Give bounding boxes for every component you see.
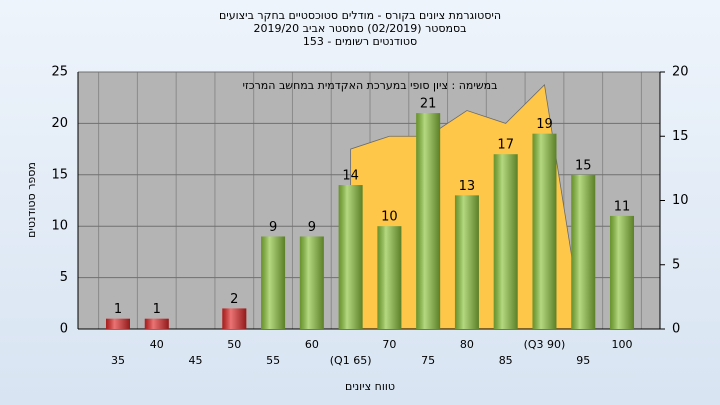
value-label: 17 (497, 138, 514, 153)
annotation: במשימה : ציון סופי במערכת האקדמית במחשב … (243, 79, 498, 92)
y-tick-label: 20 (51, 116, 68, 131)
y2-tick-label: 10 (672, 193, 689, 208)
bar-shade (571, 174, 596, 329)
bar-shade (222, 308, 247, 329)
chart-title: היסטוגרמת ציונים בקורס - מודלים סטוכסטיי… (219, 9, 501, 22)
x-tick-label: 95 (576, 354, 590, 367)
x-tick-label: 85 (499, 354, 513, 367)
value-label: 9 (308, 220, 316, 235)
y-axis-label: מספר סטודנטים (25, 162, 38, 238)
x-tick-label: 75 (421, 354, 435, 367)
x-tick-label: 35 (111, 354, 125, 367)
bar-shade (610, 215, 635, 329)
value-label: 15 (575, 158, 592, 173)
bar-shade (106, 318, 130, 329)
x-tick-label: 40 (150, 338, 164, 351)
bar-shade (454, 195, 479, 329)
chart-subtitle: בסמסטר (02/2019) סמסטר אביב 2019/20 (253, 22, 466, 35)
y2-tick-label: 5 (672, 257, 680, 272)
value-label: 1 (153, 302, 161, 317)
bar-shade (416, 113, 441, 330)
value-label: 11 (614, 199, 631, 214)
y-tick-label: 0 (60, 322, 68, 337)
y2-tick-label: 20 (672, 65, 689, 80)
bar-shade (493, 154, 518, 329)
bar-shade (261, 236, 286, 329)
x-tick-label: 60 (305, 338, 319, 351)
x-tick-label: (Q1 65) (330, 354, 372, 367)
y2-tick-label: 0 (672, 322, 680, 337)
x-tick-label: 55 (266, 354, 280, 367)
x-tick-label: 70 (382, 338, 396, 351)
bar-shade (338, 185, 363, 329)
value-label: 21 (420, 97, 437, 112)
bar-shade (377, 226, 402, 329)
bar-shade (532, 133, 557, 329)
x-axis-label: טווח ציונים (345, 380, 395, 393)
value-label: 9 (269, 220, 277, 235)
bar-shade (299, 236, 324, 329)
x-tick-label: 45 (189, 354, 203, 367)
y-tick-label: 15 (51, 167, 68, 182)
x-tick-label: 100 (612, 338, 633, 351)
value-label: 1 (114, 302, 122, 317)
y-tick-label: 10 (51, 219, 68, 234)
x-tick-label: 50 (227, 338, 241, 351)
bar-shade (144, 318, 169, 329)
x-tick-label: 80 (460, 338, 474, 351)
value-label: 19 (536, 117, 553, 132)
y-tick-label: 5 (60, 270, 68, 285)
value-label: 14 (342, 169, 359, 184)
value-label: 10 (381, 210, 398, 225)
y2-tick-label: 15 (672, 129, 689, 144)
chart-subtitle: סטודנטים רשומים - 153 (303, 35, 417, 48)
x-tick-label: (Q3 90) (524, 338, 566, 351)
value-label: 13 (459, 179, 476, 194)
y-tick-label: 25 (51, 65, 68, 80)
value-label: 2 (230, 292, 238, 307)
